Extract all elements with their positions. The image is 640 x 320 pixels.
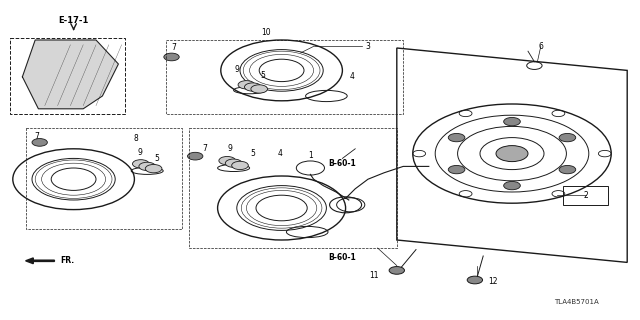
- Circle shape: [448, 165, 465, 174]
- Circle shape: [219, 156, 236, 165]
- Polygon shape: [22, 40, 118, 109]
- Circle shape: [389, 267, 404, 274]
- Circle shape: [225, 159, 242, 167]
- Text: 4: 4: [349, 72, 355, 81]
- Circle shape: [238, 81, 255, 89]
- Text: 5: 5: [154, 154, 159, 163]
- Text: 7: 7: [172, 43, 177, 52]
- Text: 7: 7: [202, 144, 207, 153]
- Circle shape: [251, 85, 268, 93]
- Text: 11: 11: [370, 271, 379, 280]
- Text: 9: 9: [234, 65, 239, 74]
- Text: 2: 2: [583, 191, 588, 200]
- Text: 5: 5: [250, 149, 255, 158]
- Circle shape: [244, 83, 261, 91]
- Circle shape: [448, 133, 465, 142]
- Text: TLA4B5701A: TLA4B5701A: [554, 300, 598, 305]
- Circle shape: [504, 181, 520, 190]
- Circle shape: [188, 152, 203, 160]
- Text: 6: 6: [538, 42, 543, 51]
- Circle shape: [559, 165, 576, 174]
- Text: 9: 9: [228, 144, 233, 153]
- Circle shape: [164, 53, 179, 61]
- Circle shape: [496, 146, 528, 162]
- Text: 4: 4: [278, 149, 283, 158]
- Circle shape: [467, 276, 483, 284]
- Circle shape: [504, 117, 520, 126]
- Text: B-60-1: B-60-1: [328, 159, 356, 168]
- Text: 1: 1: [308, 151, 313, 160]
- Text: 10: 10: [260, 28, 271, 36]
- Text: 3: 3: [365, 42, 371, 51]
- Circle shape: [32, 139, 47, 146]
- Circle shape: [132, 160, 149, 168]
- Text: E-17-1: E-17-1: [58, 16, 89, 25]
- Circle shape: [232, 161, 248, 170]
- Text: 7: 7: [35, 132, 40, 140]
- Circle shape: [559, 133, 576, 142]
- Text: B-60-1: B-60-1: [328, 253, 356, 262]
- Text: 8: 8: [133, 134, 138, 143]
- FancyArrow shape: [26, 258, 54, 264]
- Text: 9: 9: [137, 148, 142, 156]
- Bar: [563, 186, 608, 205]
- Circle shape: [139, 162, 156, 171]
- Text: 5: 5: [260, 71, 265, 80]
- Text: 12: 12: [488, 277, 497, 286]
- Text: FR.: FR.: [60, 256, 74, 265]
- Circle shape: [145, 164, 162, 173]
